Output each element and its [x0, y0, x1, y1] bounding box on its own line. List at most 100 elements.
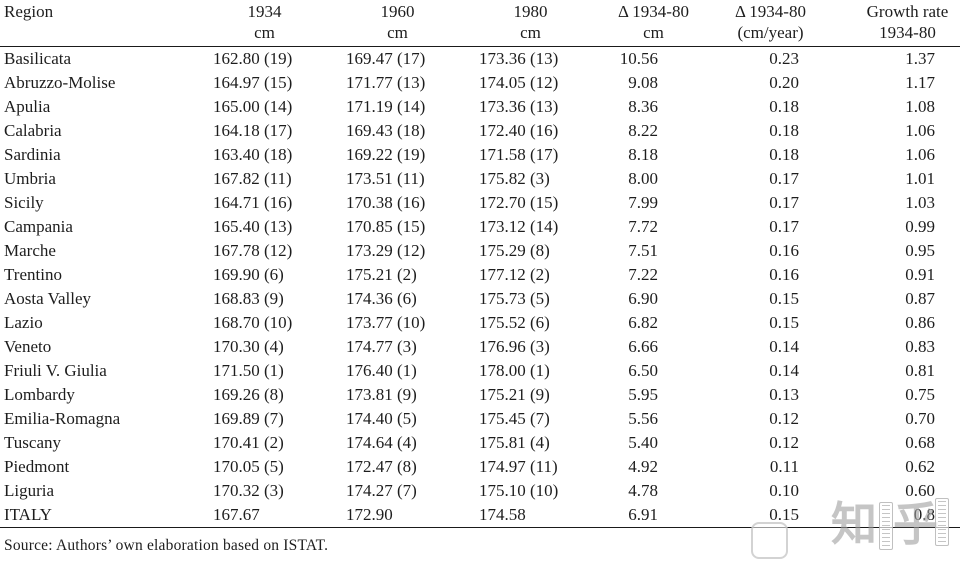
table-row: Veneto 170.30 (4) 174.77 (3) 176.96 (3) 6.66… — [0, 335, 960, 359]
value-cell: 0.20 — [769, 73, 799, 92]
table-row: Marche 167.78 (12) 173.29 (12) 175.29 (8) 7.… — [0, 239, 960, 263]
value-cell: 171.58 (17) — [479, 145, 559, 164]
table-row: Sardinia 163.40 (18) 169.22 (19) 171.58 (17… — [0, 143, 960, 167]
table-row: Piedmont 170.05 (5) 172.47 (8) 174.97 (11) 4… — [0, 455, 960, 479]
col-header-1934: 1934 cm — [208, 0, 341, 47]
value-cell: 173.36 (13) — [479, 49, 559, 68]
value-cell: 6.66 — [628, 337, 658, 356]
value-cell: 7.51 — [628, 241, 658, 260]
value-cell: 173.29 (12) — [346, 241, 426, 260]
value-cell: 175.73 (5) — [479, 289, 550, 308]
value-cell: 6.91 — [607, 503, 700, 528]
value-cell: 170.85 (15) — [346, 217, 426, 236]
value-cell: 1.01 — [905, 169, 935, 188]
value-cell: 175.52 (6) — [479, 313, 550, 332]
value-cell: 176.40 (1) — [346, 361, 417, 380]
value-cell: 175.21 (2) — [346, 265, 417, 284]
value-cell: 172.90 — [341, 503, 474, 528]
value-cell: 0.8 — [815, 503, 960, 528]
value-cell: 0.18 — [769, 145, 799, 164]
value-cell: 162.80 (19) — [213, 49, 293, 68]
value-cell: 174.40 (5) — [346, 409, 417, 428]
value-cell: 174.64 (4) — [346, 433, 417, 452]
col-header-growth-rate: Growth rate 1934-80 — [815, 0, 960, 47]
value-cell: 8.36 — [628, 97, 658, 116]
region-cell: Veneto — [4, 337, 52, 356]
value-cell: 172.40 (16) — [479, 121, 559, 140]
value-cell: 176.96 (3) — [479, 337, 550, 356]
value-cell: 0.99 — [905, 217, 935, 236]
region-cell: Apulia — [4, 97, 51, 116]
table-row: Lazio 168.70 (10) 173.77 (10) 175.52 (6) 6.8… — [0, 311, 960, 335]
value-cell: 172.47 (8) — [346, 457, 417, 476]
value-cell: 0.17 — [769, 217, 799, 236]
value-cell: 4.92 — [628, 457, 658, 476]
region-cell: Emilia-Romagna — [4, 409, 121, 428]
value-cell: 0.18 — [769, 97, 799, 116]
value-cell: 0.95 — [905, 241, 935, 260]
value-cell: 168.83 (9) — [213, 289, 284, 308]
value-cell: 175.10 (10) — [479, 481, 559, 500]
value-cell: 164.18 (17) — [213, 121, 293, 140]
value-cell: 178.00 (1) — [479, 361, 550, 380]
value-cell: 167.78 (12) — [213, 241, 293, 260]
value-cell: 169.22 (19) — [346, 145, 426, 164]
region-cell: Calabria — [4, 121, 62, 140]
value-cell: 173.12 (14) — [479, 217, 559, 236]
value-cell: 0.15 — [700, 503, 815, 528]
region-cell: Friuli V. Giulia — [4, 361, 107, 380]
value-cell: 4.78 — [628, 481, 658, 500]
value-cell: 8.22 — [628, 121, 658, 140]
value-cell: 0.68 — [905, 433, 935, 452]
region-cell: Aosta Valley — [4, 289, 92, 308]
region-cell: Campania — [4, 217, 73, 236]
value-cell: 170.32 (3) — [213, 481, 284, 500]
table-row: Tuscany 170.41 (2) 174.64 (4) 175.81 (4) 5.4… — [0, 431, 960, 455]
table-row: Basilicata 162.80 (19) 169.47 (17) 173.36 (… — [0, 47, 960, 72]
region-cell: Marche — [4, 241, 56, 260]
value-cell: 0.15 — [769, 313, 799, 332]
value-cell: 173.81 (9) — [346, 385, 417, 404]
value-cell: 167.67 — [208, 503, 341, 528]
regional-height-table: Region 1934 cm 1960 cm 1980 cm Δ 1934-80… — [0, 0, 960, 528]
value-cell: 169.26 (8) — [213, 385, 284, 404]
col-header-label: Δ 1934-80 — [618, 2, 689, 21]
value-cell: 6.90 — [628, 289, 658, 308]
col-header-sublabel: cm — [520, 23, 541, 42]
value-cell: 0.14 — [769, 361, 799, 380]
region-cell: Sicily — [4, 193, 44, 212]
value-cell: 1.17 — [905, 73, 935, 92]
region-cell: Trentino — [4, 265, 62, 284]
value-cell: 174.58 — [474, 503, 607, 528]
value-cell: 10.56 — [619, 49, 658, 68]
col-header-1960: 1960 cm — [341, 0, 474, 47]
region-cell: Basilicata — [4, 49, 72, 68]
value-cell: 6.82 — [628, 313, 658, 332]
value-cell: 0.75 — [905, 385, 935, 404]
value-cell: 173.77 (10) — [346, 313, 426, 332]
value-cell: 5.56 — [628, 409, 658, 428]
value-cell: 163.40 (18) — [213, 145, 293, 164]
value-cell: 6.50 — [628, 361, 658, 380]
value-cell: 175.29 (8) — [479, 241, 550, 260]
col-header-delta-cm: Δ 1934-80 cm — [607, 0, 700, 47]
value-cell: 0.70 — [905, 409, 935, 428]
value-cell: 0.12 — [769, 433, 799, 452]
value-cell: 0.91 — [905, 265, 935, 284]
value-cell: 164.97 (15) — [213, 73, 293, 92]
table-row: Trentino 169.90 (6) 175.21 (2) 177.12 (2) 7.… — [0, 263, 960, 287]
value-cell: 170.41 (2) — [213, 433, 284, 452]
value-cell: 7.99 — [628, 193, 658, 212]
value-cell: 7.72 — [628, 217, 658, 236]
col-header-label: Growth rate — [866, 2, 949, 21]
value-cell: 175.81 (4) — [479, 433, 550, 452]
table-row: Sicily 164.71 (16) 170.38 (16) 172.70 (15) 7… — [0, 191, 960, 215]
value-cell: 1.03 — [905, 193, 935, 212]
value-cell: 0.60 — [905, 481, 935, 500]
value-cell: 170.30 (4) — [213, 337, 284, 356]
value-cell: 1.06 — [905, 121, 935, 140]
value-cell: 0.12 — [769, 409, 799, 428]
value-cell: 0.13 — [769, 385, 799, 404]
value-cell: 1.37 — [905, 49, 935, 68]
table-body: Basilicata 162.80 (19) 169.47 (17) 173.36 (… — [0, 47, 960, 528]
